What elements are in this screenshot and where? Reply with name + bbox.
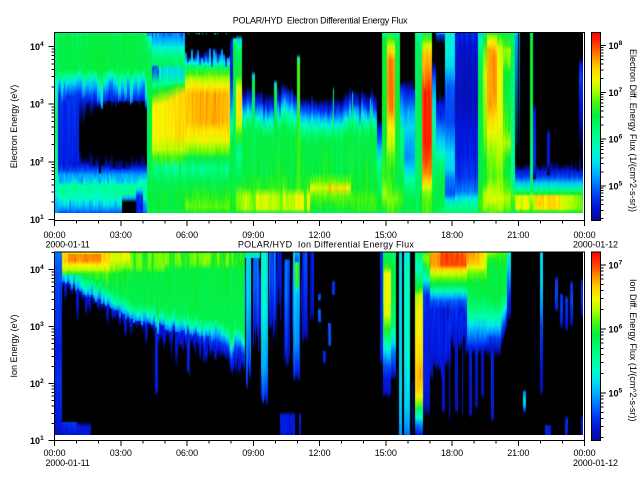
svg-text:10: 10 xyxy=(30,215,40,225)
svg-text:03:00: 03:00 xyxy=(110,448,132,458)
svg-text:1: 1 xyxy=(40,214,44,221)
svg-text:7: 7 xyxy=(619,259,623,266)
svg-text:10: 10 xyxy=(30,42,40,52)
svg-text:10: 10 xyxy=(609,182,619,192)
svg-text:10: 10 xyxy=(30,100,40,110)
svg-text:10: 10 xyxy=(30,265,40,275)
svg-text:00:00: 00:00 xyxy=(44,230,66,240)
svg-text:09:00: 09:00 xyxy=(242,448,264,458)
svg-text:09:00: 09:00 xyxy=(242,230,264,240)
svg-text:21:00: 21:00 xyxy=(507,448,529,458)
svg-text:10: 10 xyxy=(609,325,619,335)
svg-text:2000-01-12: 2000-01-12 xyxy=(573,240,618,250)
svg-text:15:00: 15:00 xyxy=(375,448,397,458)
svg-text:10: 10 xyxy=(609,261,619,271)
svg-text:4: 4 xyxy=(40,264,44,271)
svg-text:10: 10 xyxy=(30,322,40,332)
svg-text:10: 10 xyxy=(30,379,40,389)
svg-text:Ion Diff. Energy Flux (1/(cm^2: Ion Diff. Energy Flux (1/(cm^2-s-sr)) xyxy=(628,279,638,422)
svg-text:00:00: 00:00 xyxy=(44,448,66,458)
svg-text:10: 10 xyxy=(609,389,619,399)
svg-text:6: 6 xyxy=(619,134,623,141)
svg-text:10: 10 xyxy=(609,41,619,51)
svg-text:POLAR/HYD Electron Differenti: POLAR/HYD Electron Differential Energy F… xyxy=(233,16,408,26)
svg-text:21:00: 21:00 xyxy=(507,230,529,240)
svg-text:Electron Energy (eV): Electron Energy (eV) xyxy=(9,85,19,169)
svg-text:00:00: 00:00 xyxy=(574,448,596,458)
svg-text:3: 3 xyxy=(40,99,44,106)
svg-text:12:00: 12:00 xyxy=(309,230,331,240)
svg-text:10: 10 xyxy=(30,436,40,446)
svg-text:3: 3 xyxy=(40,321,44,328)
svg-text:2: 2 xyxy=(40,156,44,163)
svg-text:2000-01-11: 2000-01-11 xyxy=(46,240,90,250)
svg-text:8: 8 xyxy=(619,40,623,47)
svg-text:2000-01-11: 2000-01-11 xyxy=(46,458,90,468)
svg-text:2000-01-12: 2000-01-12 xyxy=(573,458,618,468)
svg-text:15:00: 15:00 xyxy=(375,230,397,240)
svg-text:5: 5 xyxy=(619,180,623,187)
svg-text:00:00: 00:00 xyxy=(574,230,596,240)
svg-text:10: 10 xyxy=(30,157,40,167)
svg-text:10: 10 xyxy=(609,135,619,145)
svg-text:1: 1 xyxy=(40,435,44,442)
svg-text:2: 2 xyxy=(40,378,44,385)
svg-text:10: 10 xyxy=(609,88,619,98)
svg-text:4: 4 xyxy=(40,41,44,48)
svg-text:Ion Energy (eV): Ion Energy (eV) xyxy=(9,314,19,377)
svg-text:6: 6 xyxy=(619,323,623,330)
svg-text:5: 5 xyxy=(619,387,623,394)
svg-text:POLAR/HYD Ion Differential En: POLAR/HYD Ion Differential Energy Flux xyxy=(238,240,415,250)
svg-text:12:00: 12:00 xyxy=(309,448,331,458)
svg-text:18:00: 18:00 xyxy=(441,230,463,240)
svg-text:7: 7 xyxy=(619,87,623,94)
svg-text:06:00: 06:00 xyxy=(176,230,198,240)
svg-text:18:00: 18:00 xyxy=(441,448,463,458)
svg-text:Electron Diff. Energy Flux (1/: Electron Diff. Energy Flux (1/(cm^2-s-sr… xyxy=(628,49,638,212)
svg-text:03:00: 03:00 xyxy=(110,230,132,240)
svg-text:06:00: 06:00 xyxy=(176,448,198,458)
